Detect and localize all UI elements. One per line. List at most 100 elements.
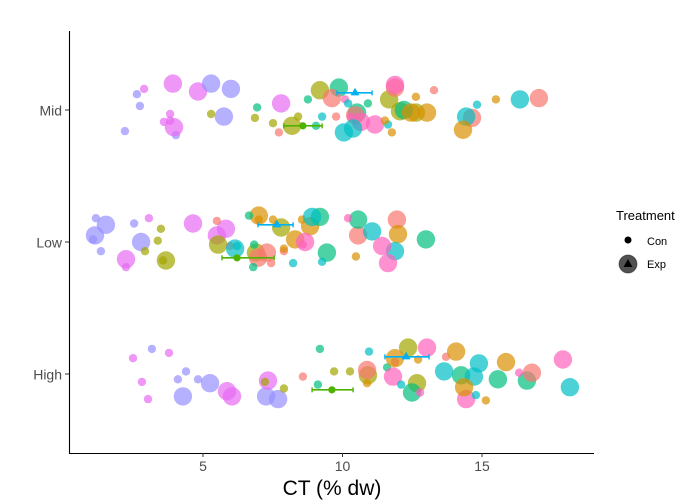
summary-low-exp-mean-triangle <box>272 219 282 228</box>
data-point-high-con <box>315 344 325 354</box>
y-tick-label-mid: Mid <box>39 103 62 119</box>
data-point-high-con <box>164 348 174 358</box>
data-point-low-con <box>268 215 278 224</box>
summary-mid-exp-mean-triangle <box>350 87 360 96</box>
data-point-high-con <box>362 379 372 388</box>
data-point-low-exp <box>116 250 136 269</box>
data-point-high-con <box>514 368 524 377</box>
data-point-mid-exp <box>510 90 530 109</box>
y-tick-label-high: High <box>33 367 62 383</box>
data-point-high-exp <box>383 367 403 386</box>
data-point-mid-con <box>363 99 373 108</box>
data-point-high-con <box>173 375 183 384</box>
data-point-low-exp <box>387 210 407 229</box>
summary-layer <box>221 87 430 394</box>
data-point-mid-con <box>135 101 145 111</box>
data-point-high-exp <box>268 389 288 409</box>
data-point-low-exp <box>348 226 368 245</box>
data-point-mid-exp <box>453 120 473 139</box>
data-point-mid-con <box>139 84 149 94</box>
data-point-high-con <box>181 367 191 376</box>
data-point-low-con <box>343 214 353 223</box>
data-point-low-con <box>140 247 150 256</box>
data-point-low-con <box>279 244 289 253</box>
points-layer <box>85 74 580 409</box>
data-point-low-con <box>249 240 259 249</box>
data-point-high-con <box>481 396 491 405</box>
data-point-high-exp <box>173 387 193 406</box>
data-point-low-exp <box>388 224 408 244</box>
data-point-high-con <box>329 367 339 376</box>
data-point-mid-con <box>387 128 397 137</box>
data-point-high-exp <box>222 387 242 406</box>
data-point-low-exp <box>183 214 203 233</box>
data-point-mid-con <box>165 109 175 119</box>
data-point-mid-con <box>411 92 421 102</box>
data-point-mid-exp <box>271 94 291 113</box>
data-point-low-con <box>351 252 361 261</box>
data-point-mid-exp <box>417 103 437 122</box>
data-point-mid-con <box>303 95 313 104</box>
legend: Treatment Con Exp <box>616 208 675 274</box>
data-point-mid-exp <box>322 88 342 108</box>
data-point-high-con <box>364 347 374 356</box>
data-point-high-exp <box>402 383 422 402</box>
data-point-low-exp <box>225 239 245 258</box>
data-point-high-exp <box>434 362 454 381</box>
data-point-low-con <box>129 219 139 228</box>
data-point-mid-exp <box>529 88 549 108</box>
summary-high-exp-mean-triangle <box>401 351 411 360</box>
data-point-low-exp <box>156 251 176 270</box>
data-point-high-exp <box>398 338 418 357</box>
data-point-mid-exp <box>163 74 183 93</box>
data-point-high-con <box>415 388 425 397</box>
data-point-high-exp <box>454 378 474 397</box>
x-tick-label: 15 <box>474 458 490 474</box>
x-tick-label: 10 <box>335 458 351 474</box>
data-point-high-con <box>147 344 157 354</box>
data-point-low-con <box>156 224 166 233</box>
data-point-low-exp <box>416 230 436 249</box>
data-point-low-con <box>212 216 222 226</box>
data-point-high-exp <box>385 349 405 368</box>
data-point-mid-exp <box>385 75 405 95</box>
data-point-mid-con <box>268 119 278 128</box>
data-point-mid-con <box>317 112 327 121</box>
data-point-high-con <box>143 394 153 404</box>
data-point-mid-con <box>250 113 260 123</box>
data-point-mid-con <box>429 86 439 95</box>
data-point-low-exp <box>348 210 368 229</box>
data-point-high-con <box>137 377 147 387</box>
data-point-high-exp <box>496 352 516 372</box>
data-point-mid-con <box>491 95 501 104</box>
data-point-mid-con <box>343 99 353 108</box>
data-point-low-con <box>249 262 258 272</box>
data-point-low-exp <box>96 215 116 234</box>
data-point-high-con <box>313 380 323 389</box>
y-tick-label-low: Low <box>36 235 63 251</box>
data-point-mid-con <box>472 100 482 109</box>
data-point-low-exp <box>302 207 322 227</box>
data-point-low-con <box>244 211 254 220</box>
data-point-high-exp <box>446 342 466 361</box>
data-point-low-exp <box>295 232 315 252</box>
data-point-low-exp <box>317 243 337 262</box>
data-point-mid-con <box>380 116 390 125</box>
data-point-low-exp <box>249 206 268 225</box>
data-point-low-con <box>96 247 106 256</box>
data-point-mid-exp <box>201 74 221 93</box>
legend-label-con: Con <box>647 236 667 248</box>
data-point-mid-exp <box>365 115 385 134</box>
data-point-mid-con <box>206 109 216 119</box>
x-axis-title: CT (% dw) <box>283 477 382 500</box>
data-point-mid-exp <box>221 79 241 99</box>
data-point-low-exp <box>372 236 392 256</box>
data-point-mid-exp <box>343 119 363 138</box>
x-tick-label: 5 <box>199 458 207 474</box>
summary-mid-con-mean-dot <box>299 122 307 130</box>
data-point-mid-exp <box>164 118 184 137</box>
data-point-high-con <box>279 384 289 393</box>
data-point-high-con <box>260 377 270 387</box>
data-point-high-exp <box>553 350 573 369</box>
